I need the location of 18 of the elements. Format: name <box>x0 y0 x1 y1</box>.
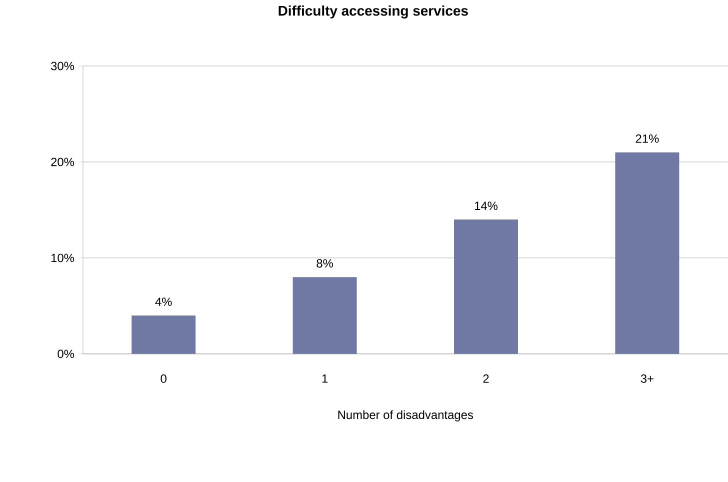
x-tick-label: 2 <box>483 374 489 383</box>
x-tick-label: 0 <box>160 374 166 383</box>
x-tick-label: 1 <box>322 374 328 383</box>
y-tick-label: 20% <box>51 158 74 166</box>
x-axis-title: Number of disadvantages <box>338 410 474 422</box>
data-label: 8% <box>316 259 333 268</box>
data-label: 14% <box>474 202 498 210</box>
y-tick-label: 30% <box>50 62 74 70</box>
y-tick-label: 0% <box>58 350 74 358</box>
bar <box>292 277 357 354</box>
chart-title: Difficulty accessing services <box>278 6 468 19</box>
data-label: 21% <box>636 134 659 143</box>
data-label: 4% <box>155 298 172 306</box>
y-tick-label: 10% <box>51 254 74 262</box>
x-tick-label: 3+ <box>640 374 654 383</box>
bar <box>454 220 518 354</box>
bar <box>615 152 680 354</box>
bar <box>132 316 196 354</box>
